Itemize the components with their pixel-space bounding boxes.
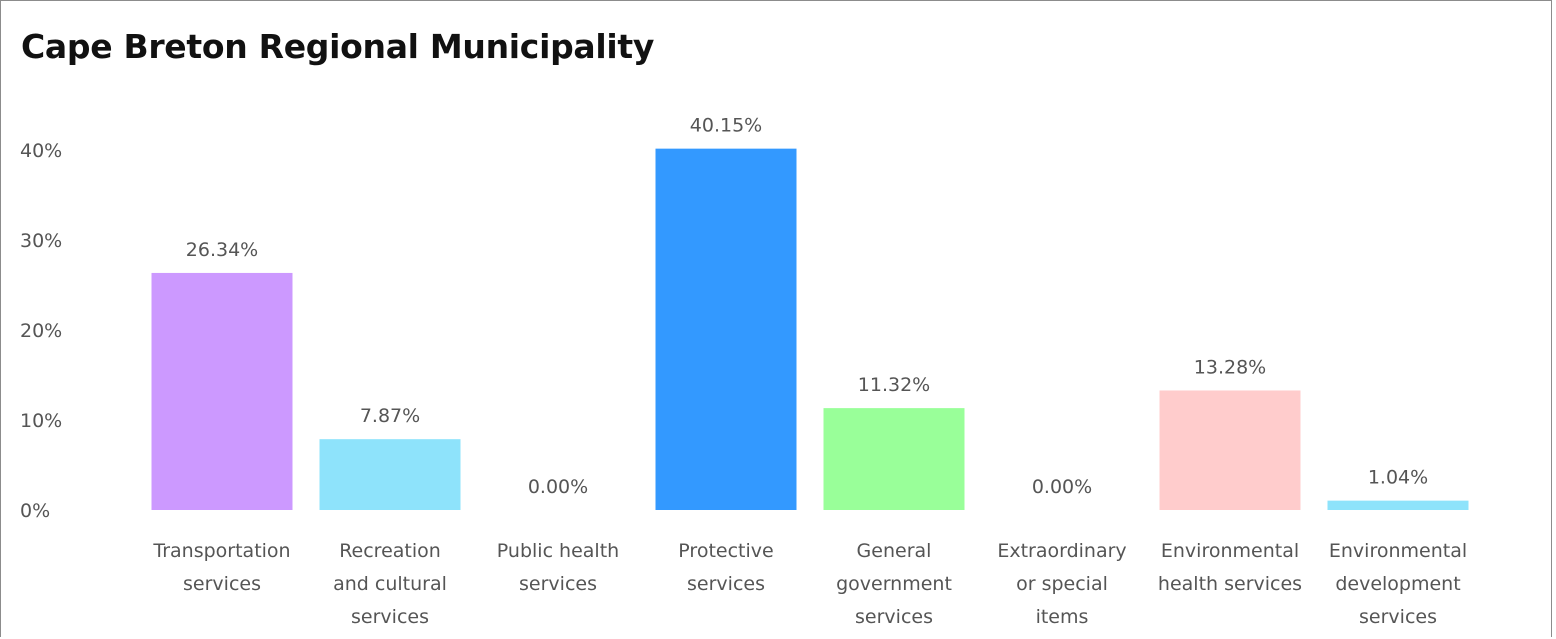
y-tick-label: 0% (20, 500, 50, 522)
x-tick-label: services (687, 573, 765, 595)
x-tick-label: services (1359, 606, 1437, 628)
x-tick-label: Transportation (152, 540, 290, 562)
bar[interactable] (1327, 500, 1469, 510)
x-tick-label: services (351, 606, 429, 628)
bar-value-label: 7.87% (360, 405, 420, 427)
chart-title: Cape Breton Regional Municipality (21, 27, 655, 66)
y-tick-label: 20% (20, 320, 62, 342)
bar-value-label: 13.28% (1194, 356, 1266, 378)
y-tick-label: 10% (20, 410, 62, 432)
bar-value-label: 40.15% (690, 115, 762, 137)
bar-value-label: 11.32% (858, 374, 930, 396)
bar[interactable] (1159, 390, 1301, 510)
bar-value-label: 26.34% (186, 239, 258, 261)
x-tick-label: items (1036, 606, 1089, 628)
x-tick-label: or special (1016, 573, 1108, 595)
x-tick-label: and cultural (333, 573, 447, 595)
bar[interactable] (151, 272, 293, 510)
bar[interactable] (319, 439, 461, 510)
bar[interactable] (823, 408, 965, 510)
x-tick-label: Public health (497, 540, 619, 562)
y-tick-label: 40% (20, 140, 62, 162)
bar-value-label: 0.00% (1032, 476, 1092, 498)
x-tick-label: health services (1158, 573, 1302, 595)
x-tick-label: services (183, 573, 261, 595)
bar-value-label: 1.04% (1368, 467, 1428, 489)
x-tick-label: Recreation (339, 540, 441, 562)
x-tick-label: development (1335, 573, 1460, 595)
bar[interactable] (655, 148, 797, 510)
x-tick-label: General (857, 540, 932, 562)
x-tick-label: Environmental (1329, 540, 1467, 562)
x-tick-label: Environmental (1161, 540, 1299, 562)
x-tick-label: Protective (678, 540, 773, 562)
y-tick-label: 30% (20, 230, 62, 252)
bar-value-label: 0.00% (528, 476, 588, 498)
x-tick-label: services (855, 606, 933, 628)
x-tick-label: services (519, 573, 597, 595)
x-tick-label: government (836, 573, 952, 595)
x-tick-label: Extraordinary (997, 540, 1126, 562)
